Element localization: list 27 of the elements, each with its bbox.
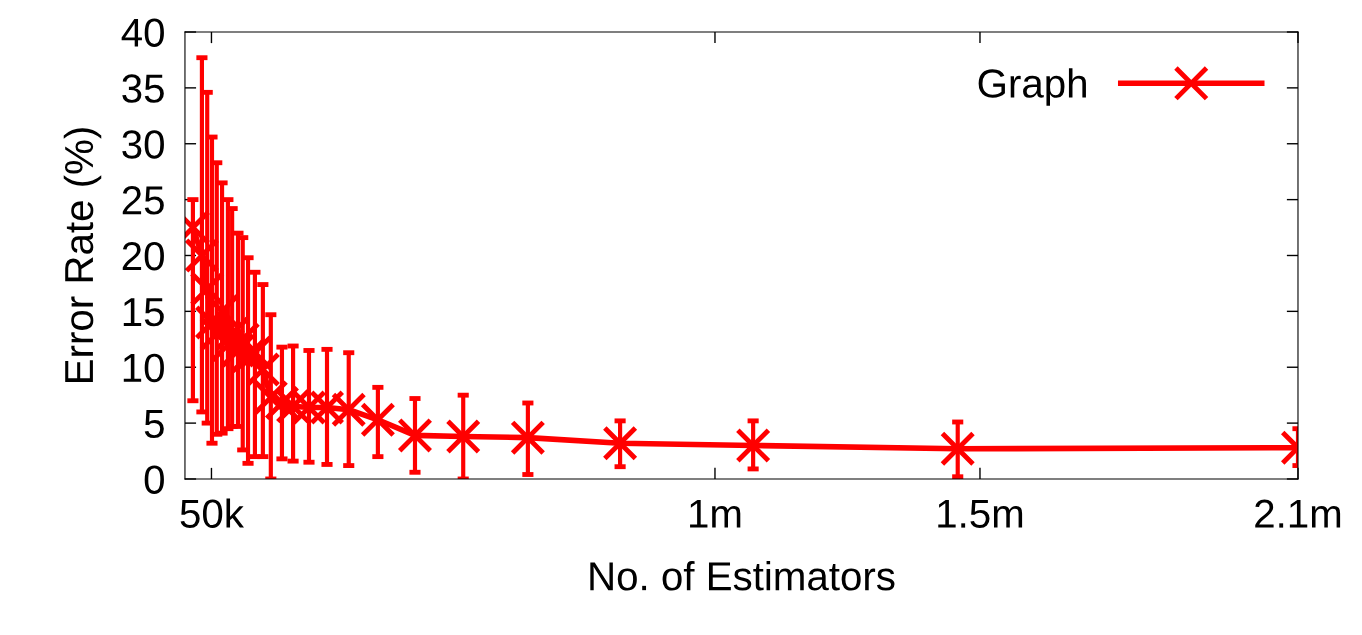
point: [510, 419, 546, 456]
point: [184, 237, 220, 274]
y-tick-label: 0: [144, 465, 164, 494]
point: [225, 321, 261, 358]
point: [735, 427, 771, 464]
x-axis-title: No. of Estimators: [590, 560, 895, 591]
y-tick-label: 10: [123, 353, 164, 383]
point: [445, 418, 481, 455]
y-tick-label: 30: [122, 130, 164, 159]
x-tick-label: 50k: [180, 498, 244, 529]
y-tick-label: 5: [144, 409, 164, 439]
legend-label: Graph: [978, 68, 1086, 106]
y-tick-label: 15: [123, 298, 164, 327]
point: [602, 425, 638, 461]
point: [360, 402, 396, 438]
y-tick-label: 20: [122, 241, 164, 271]
point: [331, 391, 367, 428]
x-tick-label: 2.1m: [1255, 499, 1341, 528]
y-axis-title: Error Rate (%): [63, 128, 102, 382]
y-tick-label: 25: [122, 186, 164, 215]
x-tick-label: 1.5m: [938, 499, 1023, 529]
point: [397, 417, 433, 454]
y-tick-label: 40: [121, 18, 164, 47]
point: [189, 271, 225, 307]
y-tick-label: 35: [122, 74, 164, 103]
x-tick-label: 1m: [690, 499, 741, 528]
point: [940, 431, 976, 467]
